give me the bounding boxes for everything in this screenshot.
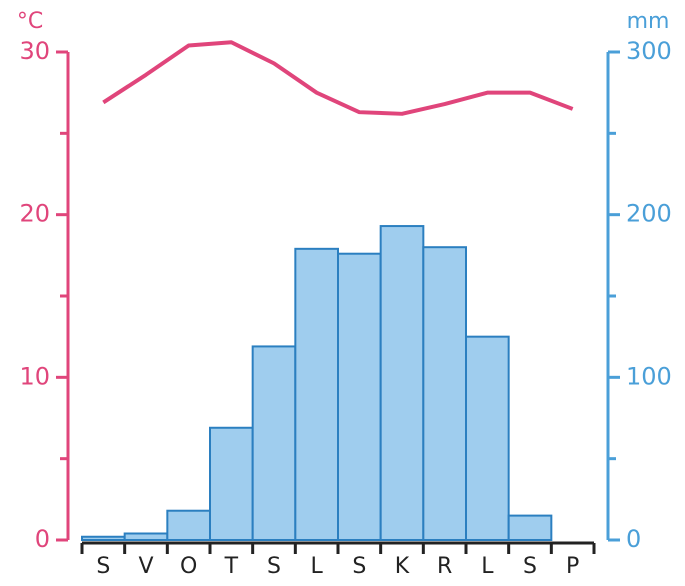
y2-tick-label: 200 <box>626 200 672 228</box>
x-tick-label: S <box>523 554 537 579</box>
y-tick-label: 30 <box>19 37 50 65</box>
bar <box>251 345 297 541</box>
x-tick-label: L <box>311 554 324 579</box>
bar <box>379 225 425 541</box>
bar <box>507 514 553 541</box>
x-tick-label: K <box>395 554 410 579</box>
y-tick-label: 20 <box>19 200 50 228</box>
temperature-line <box>102 40 574 116</box>
x-tick-label: R <box>437 554 452 579</box>
y2-tick-label: 300 <box>626 37 672 65</box>
y2-tick-label: 100 <box>626 362 672 390</box>
bar <box>294 247 340 541</box>
bar <box>422 246 468 541</box>
x-tick-label: O <box>180 554 197 579</box>
x-tick-label: L <box>481 554 494 579</box>
x-tick-label: S <box>267 554 281 579</box>
x-tick-label: T <box>224 554 239 579</box>
x-tick-label: S <box>352 554 366 579</box>
bar <box>337 252 382 541</box>
bar <box>166 509 211 542</box>
x-tick-label: V <box>138 554 153 579</box>
bar <box>465 335 510 541</box>
x-tick-label: S <box>96 554 110 579</box>
y-unit: °C <box>17 9 43 34</box>
y2-unit: mm <box>627 9 670 34</box>
y2-tick-label: 0 <box>626 525 641 553</box>
bar <box>81 535 126 541</box>
bar <box>123 532 169 542</box>
y-tick-label: 10 <box>19 362 50 390</box>
bar <box>209 426 254 542</box>
x-tick-label: P <box>566 554 579 579</box>
y-tick-label: 0 <box>35 525 50 553</box>
